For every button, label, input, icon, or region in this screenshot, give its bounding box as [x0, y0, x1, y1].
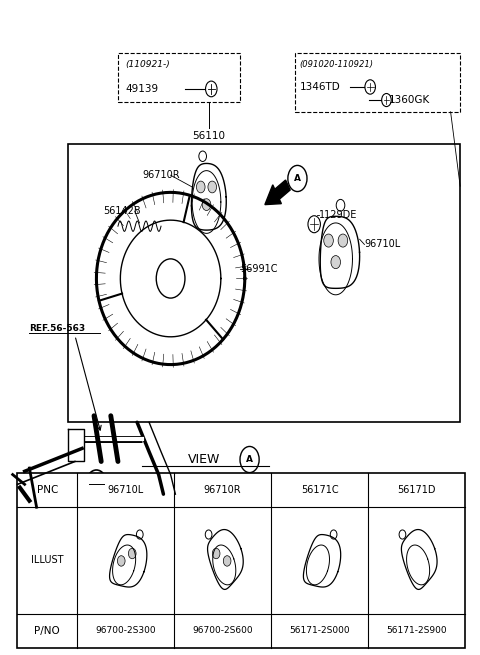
Text: PNC: PNC [36, 485, 58, 495]
Text: 96710R: 96710R [204, 485, 241, 495]
Text: 56171-2S900: 56171-2S900 [386, 626, 447, 635]
Text: 96710R: 96710R [142, 170, 180, 180]
Text: A: A [246, 455, 253, 464]
Circle shape [324, 234, 333, 247]
Bar [68, 145, 460, 422]
Text: 56171C: 56171C [301, 485, 338, 495]
Text: 56171-2S000: 56171-2S000 [289, 626, 350, 635]
Text: (091020-110921): (091020-110921) [300, 60, 374, 69]
Bar [17, 473, 465, 648]
Circle shape [208, 181, 216, 193]
Text: 1360GK: 1360GK [388, 95, 430, 105]
Circle shape [156, 259, 185, 298]
Text: 56110: 56110 [192, 131, 226, 141]
Circle shape [86, 470, 107, 498]
Text: 49139: 49139 [125, 84, 158, 94]
Text: (110921-): (110921-) [125, 60, 170, 69]
Text: 56171D: 56171D [397, 485, 436, 495]
Circle shape [331, 255, 340, 269]
Circle shape [212, 548, 220, 559]
Text: 1346TD: 1346TD [300, 82, 341, 92]
Circle shape [118, 555, 125, 566]
Text: 96700-2S300: 96700-2S300 [96, 626, 156, 635]
Circle shape [338, 234, 348, 247]
Circle shape [223, 555, 231, 566]
Circle shape [202, 198, 211, 210]
Text: VIEW: VIEW [188, 453, 220, 466]
Circle shape [129, 548, 136, 559]
Text: ILLUST: ILLUST [31, 555, 64, 565]
Text: A: A [294, 174, 301, 183]
Text: 1129DE: 1129DE [319, 210, 357, 220]
Bar [118, 53, 240, 102]
Text: 96700-2S600: 96700-2S600 [192, 626, 253, 635]
Bar [295, 53, 460, 112]
Text: 96710L: 96710L [108, 485, 144, 495]
Text: 96710L: 96710L [364, 240, 401, 250]
Text: P/NO: P/NO [35, 626, 60, 636]
FancyArrow shape [265, 180, 290, 204]
Text: 56991C: 56991C [240, 264, 277, 274]
Circle shape [196, 181, 205, 193]
Text: REF.56-563: REF.56-563 [29, 324, 85, 333]
Text: 56142B: 56142B [104, 206, 141, 216]
